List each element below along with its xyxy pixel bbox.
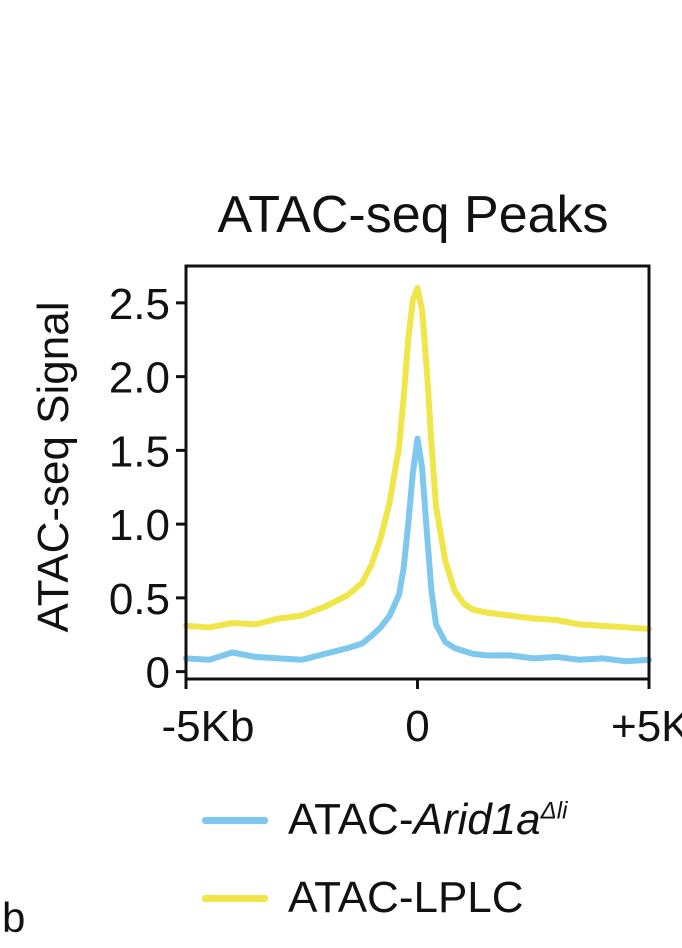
series-layer <box>183 285 652 665</box>
x-tick-label-0: -5Kb <box>162 702 255 751</box>
legend-swatch-lplc <box>202 894 268 902</box>
plot-frame <box>184 264 651 681</box>
y-tick-label-2: 1.0 <box>109 501 170 550</box>
legend-swatch-arid1a <box>202 816 268 824</box>
legend-item-arid1a: ATAC-Arid1aΔli <box>202 798 567 842</box>
legend-label-arid1a: ATAC-Arid1aΔli <box>288 798 567 842</box>
legend-label-gene: Arid1aΔli <box>413 795 567 844</box>
chart-title: ATAC-seq Peaks <box>217 186 608 244</box>
series-line-1 <box>183 285 652 632</box>
y-tick-label-3: 1.5 <box>109 427 170 476</box>
y-tick-label-1: 0.5 <box>109 575 170 624</box>
y-tick-label-5: 2.5 <box>109 280 170 329</box>
series-line-0 <box>183 435 652 665</box>
legend-label-prefix: ATAC- <box>288 795 414 844</box>
y-tick-label-4: 2.0 <box>109 354 170 403</box>
legend-item-lplc: ATAC-LPLC <box>202 876 524 920</box>
y-axis-label: ATAC-seq Signal <box>29 302 78 633</box>
y-tick-label-0: 0 <box>146 649 170 698</box>
legend-label-gene-name: Arid1a <box>413 795 541 844</box>
legend-label-superscript: Δli <box>540 797 568 825</box>
legend-label-lplc: ATAC-LPLC <box>288 873 524 922</box>
x-tick-label-2: +5Kb <box>611 702 682 751</box>
x-tick-label-1: 0 <box>405 702 429 751</box>
panel-letter: b <box>2 894 26 941</box>
